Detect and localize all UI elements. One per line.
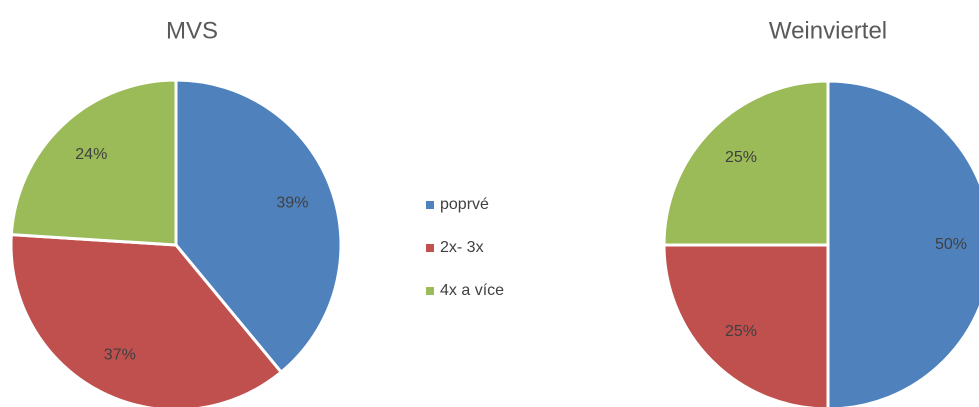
data-label: 25%: [725, 149, 757, 166]
chart-title: MVS: [166, 17, 218, 44]
legend-swatch: [426, 287, 434, 295]
pie-slice: [662, 79, 830, 247]
pie-slice: [662, 243, 830, 407]
legend-swatch: [426, 201, 434, 209]
pie-slice: [9, 78, 178, 247]
legend-swatch: [426, 244, 434, 252]
pie-slice: [174, 78, 343, 375]
chart-title: Weinviertel: [769, 17, 887, 44]
data-label: 50%: [935, 236, 967, 253]
data-label: 25%: [725, 323, 757, 340]
legend-label: 4x a více: [440, 282, 504, 299]
data-label: 37%: [104, 346, 136, 363]
legend-label: 2x- 3x: [440, 239, 484, 256]
data-label: 39%: [276, 194, 308, 211]
legend-label: poprvé: [440, 196, 489, 213]
data-label: 24%: [75, 146, 107, 163]
pie-slice: [9, 233, 284, 407]
pie-slice: [826, 79, 979, 407]
